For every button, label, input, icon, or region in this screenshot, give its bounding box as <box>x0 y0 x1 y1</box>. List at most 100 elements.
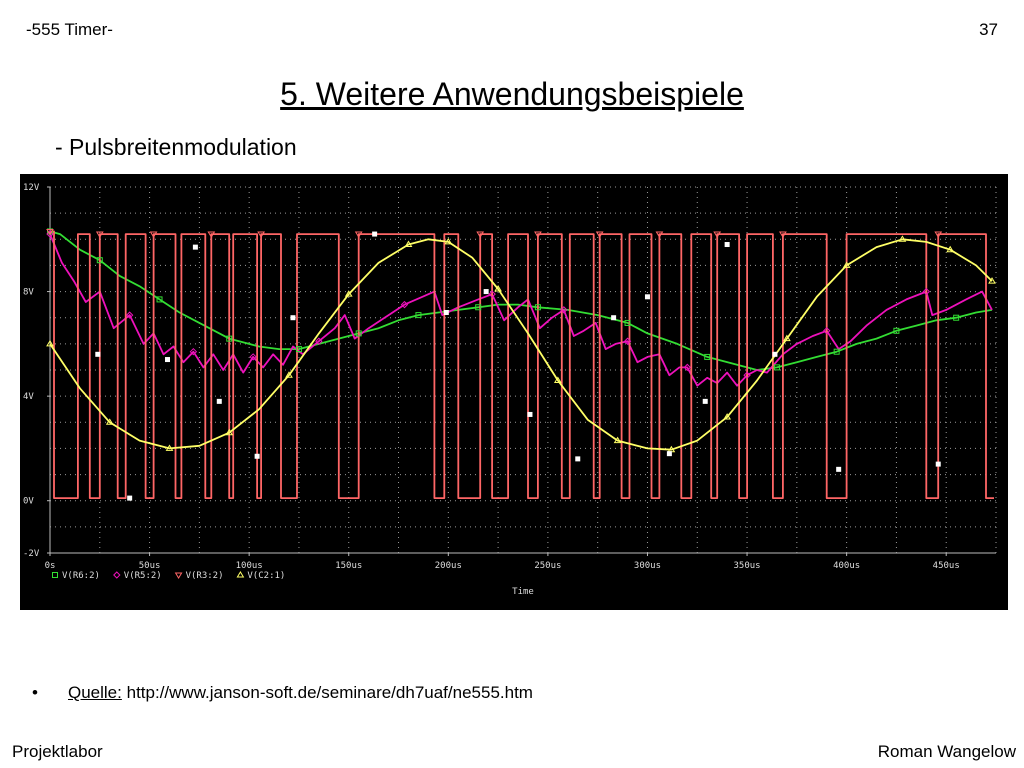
series-marker <box>723 413 732 420</box>
data-point-marker <box>254 453 260 459</box>
footer-author: Roman Wangelow <box>877 742 1016 761</box>
series-marker <box>823 327 831 335</box>
series-marker <box>842 261 851 268</box>
legend-marker <box>113 571 121 579</box>
data-point-marker <box>372 231 378 237</box>
data-point-marker <box>443 309 449 315</box>
data-point-marker <box>290 315 296 321</box>
source-line: • Quelle: http://www.janson-soft.de/semin… <box>32 683 533 703</box>
series-marker <box>285 371 293 378</box>
footer-left: Projektlabor <box>12 742 103 761</box>
legend-label: V(R3:2) <box>186 571 224 581</box>
legend-label: V(R5:2) <box>124 571 162 581</box>
bullet-icon: • <box>32 683 38 702</box>
data-point-marker <box>216 398 222 404</box>
series-marker <box>560 306 568 314</box>
series-marker <box>165 444 174 451</box>
series-marker <box>683 363 692 372</box>
series-marker <box>96 257 103 264</box>
data-point-marker <box>483 289 489 295</box>
data-point-marker <box>724 242 730 248</box>
series-marker <box>553 376 562 383</box>
series-marker <box>476 231 485 239</box>
series-marker <box>783 334 791 342</box>
series-marker <box>988 277 996 284</box>
plot-series <box>49 230 994 500</box>
series-marker <box>226 335 233 342</box>
series-marker <box>595 231 604 239</box>
plot-markers <box>46 228 996 501</box>
data-point-marker <box>702 398 708 404</box>
slide-title: 5. Weitere Anwendungsbeispiele <box>280 76 744 112</box>
x-tick-label: 300us <box>634 561 661 571</box>
series-marker <box>415 312 422 319</box>
plot-legend: V(R6:2) V(R5:2) V(R3:2) V(C2:1) <box>52 571 285 581</box>
plot-grid <box>49 186 997 554</box>
series-marker <box>893 327 900 334</box>
series-marker <box>623 337 632 345</box>
data-point-marker <box>127 495 133 501</box>
data-point-marker <box>772 351 778 357</box>
data-point-marker <box>575 456 581 462</box>
series-marker <box>189 347 198 356</box>
legend-marker <box>174 572 183 579</box>
series-marker <box>125 311 134 319</box>
simulation-plot: 12V 8V 4V 0V -2V 0s 50us 100us 150us 200us 250us 30… <box>20 174 1008 610</box>
x-tick-label: 100us <box>236 561 263 571</box>
x-tick-label: 50us <box>139 561 161 571</box>
series-line-v-r3-2 <box>50 230 994 500</box>
series-marker <box>833 348 840 355</box>
source-label: Quelle: <box>68 683 122 702</box>
source-url[interactable]: http://www.janson-soft.de/seminare/dh7ua… <box>126 683 533 702</box>
y-tick-label: 4V <box>23 392 34 402</box>
series-marker <box>225 428 234 436</box>
series-marker <box>207 231 216 239</box>
series-marker <box>713 231 722 239</box>
data-point-marker <box>527 411 533 417</box>
series-marker <box>400 300 409 309</box>
series-marker <box>105 418 114 425</box>
x-tick-label: 450us <box>933 561 960 571</box>
series-marker <box>295 346 302 353</box>
series-marker <box>534 304 541 311</box>
series-marker <box>156 296 163 303</box>
series-line-v-r5-2 <box>49 233 993 387</box>
y-tick-label: 8V <box>23 288 34 298</box>
series-marker <box>704 353 711 360</box>
series-marker <box>475 304 482 311</box>
series-marker <box>655 231 664 239</box>
series-marker <box>355 330 362 337</box>
plot-axes: 12V 8V 4V 0V -2V 0s 50us 100us 150us 200us 250us 30… <box>23 183 996 597</box>
series-marker <box>953 314 960 321</box>
x-tick-label: 200us <box>435 561 462 571</box>
x-tick-label: 350us <box>734 561 761 571</box>
series-marker <box>404 240 413 248</box>
series-line-v-r6-2 <box>49 230 993 371</box>
series-marker <box>494 284 502 292</box>
plot-canvas: 12V 8V 4V 0V -2V 0s 50us 100us 150us 200us 250us 30… <box>23 183 997 597</box>
series-marker <box>743 371 751 379</box>
series-marker <box>95 231 104 239</box>
y-tick-label: -2V <box>23 549 40 559</box>
series-marker <box>149 231 158 239</box>
series-marker <box>257 231 265 239</box>
series-marker <box>344 290 353 297</box>
y-tick-label: 12V <box>23 183 40 193</box>
y-tick-label: 0V <box>23 497 34 507</box>
page-number: 37 <box>979 20 998 39</box>
series-marker <box>773 364 780 371</box>
series-marker <box>922 287 931 296</box>
legend-label: V(R6:2) <box>62 571 100 581</box>
series-marker <box>444 237 453 245</box>
legend-label: V(C2:1) <box>247 571 285 581</box>
x-tick-label: 250us <box>534 561 561 571</box>
data-point-marker <box>192 244 198 250</box>
x-tick-label: 150us <box>335 561 362 571</box>
series-marker <box>534 231 542 239</box>
data-point-marker <box>836 466 842 472</box>
series-marker <box>249 353 257 361</box>
series-marker <box>779 231 787 239</box>
series-marker <box>46 228 54 236</box>
x-tick-label: 400us <box>833 561 860 571</box>
data-point-marker <box>95 351 101 357</box>
